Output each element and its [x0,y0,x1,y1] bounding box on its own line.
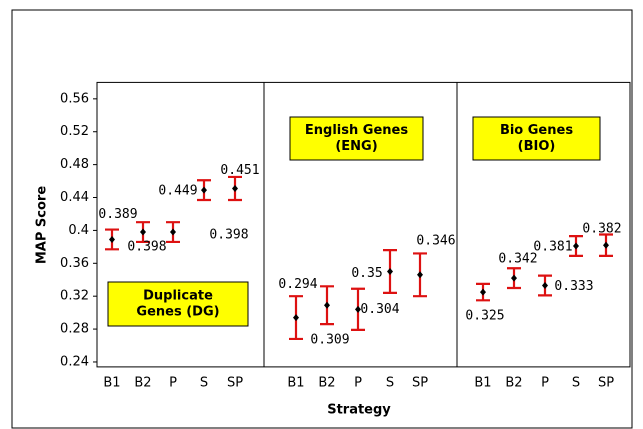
x-tick-label: B2 [505,376,522,391]
x-tick-label: SP [412,376,428,391]
x-tick-label: B1 [474,376,491,391]
x-tick-label: B1 [287,376,304,391]
x-tick-label: P [541,376,549,391]
panel-label: (ENG) [335,139,377,154]
y-tick-label: 0.44 [60,190,89,205]
outer-frame [11,9,633,429]
data-point [603,241,609,249]
y-tick-label: 0.36 [60,256,89,271]
data-point [109,235,115,243]
y-tick-label: 0.4 [68,223,89,238]
value-label: 0.398 [209,228,248,243]
data-point [387,268,393,276]
data-point [140,228,146,236]
panel-label: English Genes [305,123,408,138]
x-tick-label: P [169,376,177,391]
panel-label: Bio Genes [500,123,573,138]
data-point [201,186,207,194]
data-point [542,281,548,289]
value-label: 0.333 [554,279,593,294]
value-label: 0.35 [351,266,382,281]
data-point [417,271,423,279]
data-point [324,301,330,309]
value-label: 0.382 [582,222,621,237]
data-point [232,184,238,192]
data-point [511,274,517,282]
x-axis-label: Strategy [327,403,391,418]
panel-label: (BIO) [518,139,556,154]
value-label: 0.381 [533,240,572,255]
value-label: 0.294 [278,277,317,292]
x-tick-label: S [386,376,394,391]
y-tick-label: 0.24 [60,354,89,369]
value-label: 0.451 [220,163,259,178]
y-axis-label: MAP Score [35,186,50,264]
panel-label-box [107,281,249,327]
x-tick-label: B1 [103,376,120,391]
panel-label-box [289,116,424,161]
x-tick-label: B2 [318,376,335,391]
panel-label-box [472,116,601,161]
x-tick-label: B2 [134,376,151,391]
y-tick-label: 0.52 [60,124,89,139]
panel-label: Duplicate [143,289,213,304]
x-tick-label: SP [598,376,614,391]
y-tick-label: 0.48 [60,157,89,172]
value-label: 0.398 [127,240,166,255]
x-tick-label: SP [227,376,243,391]
y-tick-label: 0.32 [60,289,89,304]
y-tick-label: 0.28 [60,322,89,337]
x-tick-label: S [572,376,580,391]
value-label: 0.449 [158,184,197,199]
value-label: 0.346 [416,233,455,248]
value-label: 0.309 [310,333,349,348]
value-label: 0.342 [498,252,537,267]
plot-frame [96,81,631,368]
y-tick-label: 0.56 [60,91,89,106]
data-point [170,228,176,236]
data-point [293,314,299,322]
data-point [355,305,361,313]
x-tick-label: P [354,376,362,391]
value-label: 0.304 [360,302,399,317]
x-tick-label: S [200,376,208,391]
value-label: 0.389 [98,207,137,222]
value-label: 0.325 [465,309,504,324]
data-point [480,288,486,296]
panel-label: Genes (DG) [136,305,219,320]
data-point [573,242,579,250]
